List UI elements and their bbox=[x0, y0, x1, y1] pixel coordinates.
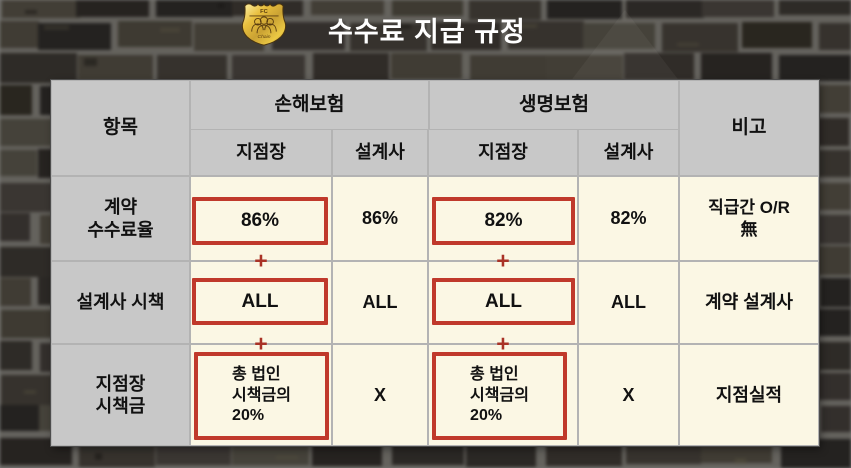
svg-text:FC: FC bbox=[260, 9, 268, 15]
svg-text:Chain: Chain bbox=[258, 34, 271, 40]
